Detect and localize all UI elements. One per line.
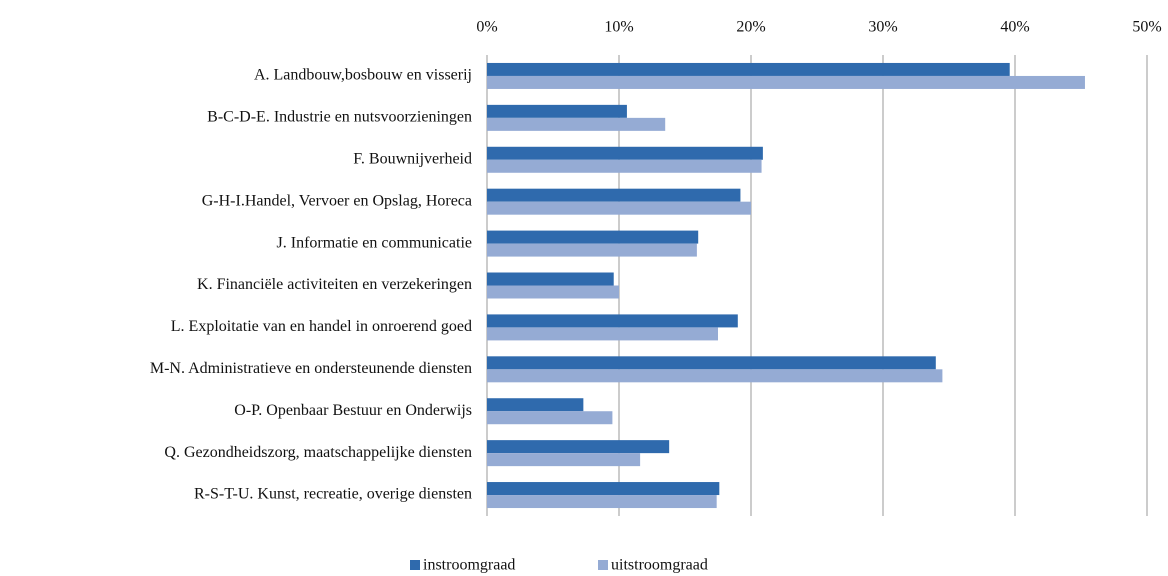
y-tick-label: K. Financiële activiteiten en verzekerin… <box>197 276 472 293</box>
x-tick-label: 10% <box>604 19 633 36</box>
bar <box>487 314 738 328</box>
x-tick-label: 40% <box>1000 19 1029 36</box>
legend-swatch <box>410 560 420 570</box>
bar <box>487 356 936 370</box>
bar <box>487 104 627 118</box>
bar <box>487 285 619 299</box>
bar <box>487 495 717 509</box>
y-tick-label: Q. Gezondheidszorg, maatschappelijke die… <box>164 444 472 461</box>
bar <box>487 398 584 412</box>
x-tick-label: 20% <box>736 19 765 36</box>
bar <box>487 117 666 131</box>
y-tick-label: B-C-D-E. Industrie en nutsvoorzieningen <box>207 109 472 126</box>
legend-swatch <box>598 560 608 570</box>
bar <box>487 482 720 496</box>
bar <box>487 201 751 215</box>
bar <box>487 243 697 257</box>
y-tick-label: O-P. Openbaar Bestuur en Onderwijs <box>234 402 472 419</box>
bar <box>487 75 1085 89</box>
bar <box>487 440 670 454</box>
y-tick-label: M-N. Administratieve en ondersteunende d… <box>150 360 472 377</box>
legend-label: uitstroomgraad <box>611 557 708 574</box>
bar <box>487 272 614 286</box>
y-tick-label: L. Exploitatie van en handel in onroeren… <box>171 318 472 335</box>
x-tick-label: 0% <box>476 19 497 36</box>
bar <box>487 453 641 467</box>
legend-label: instroomgraad <box>423 557 515 574</box>
y-tick-label: J. Informatie en communicatie <box>277 234 472 251</box>
bar <box>487 327 718 341</box>
bar <box>487 369 943 383</box>
y-tick-label: F. Bouwnijverheid <box>353 150 472 167</box>
bar <box>487 146 763 160</box>
y-tick-label: R-S-T-U. Kunst, recreatie, overige diens… <box>194 486 472 503</box>
x-tick-label: 50% <box>1132 19 1161 36</box>
bar <box>487 188 741 202</box>
bar <box>487 230 699 244</box>
y-tick-label: G-H-I.Handel, Vervoer en Opslag, Horeca <box>202 192 472 209</box>
y-tick-label: A. Landbouw,bosbouw en visserij <box>254 67 472 84</box>
x-tick-label: 30% <box>868 19 897 36</box>
bar <box>487 411 613 425</box>
bar <box>487 159 762 173</box>
bar <box>487 62 1010 76</box>
